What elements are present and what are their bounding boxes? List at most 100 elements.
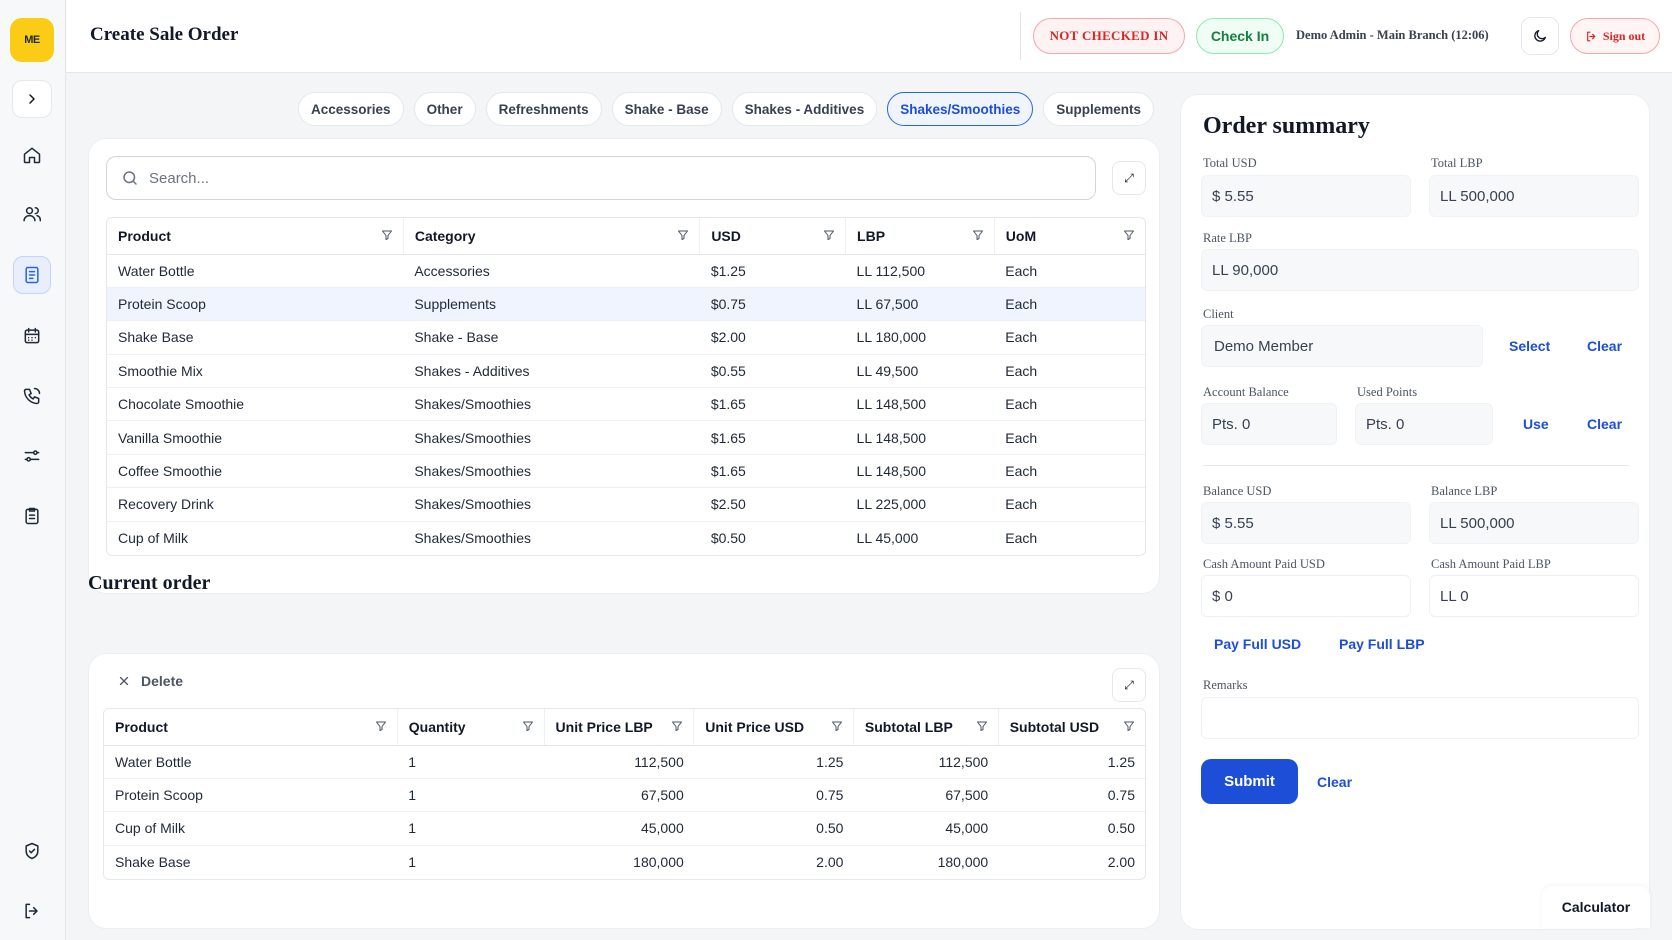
- filter-icon[interactable]: [522, 720, 534, 732]
- sidebar: ME: [0, 0, 66, 940]
- used-points-field[interactable]: Pts. 0: [1355, 403, 1493, 445]
- table-row[interactable]: Shake Base 1 180,000 2.00 180,000 2.00: [104, 845, 1145, 878]
- column-header[interactable]: Unit Price LBP: [544, 709, 695, 746]
- sign-out-button[interactable]: Sign out: [1570, 18, 1660, 54]
- nav-reports[interactable]: [13, 497, 51, 535]
- expand-sidebar-button[interactable]: [12, 80, 52, 118]
- users-icon: [23, 207, 42, 222]
- logout-icon: [25, 903, 38, 919]
- table-row[interactable]: Chocolate Smoothie Shakes/Smoothies $1.65 L…: [107, 387, 1145, 422]
- filter-icon[interactable]: [831, 720, 843, 732]
- table-row[interactable]: Coffee Smoothie Shakes/Smoothies $1.65 LL 1…: [107, 454, 1145, 489]
- tab-supplements[interactable]: Supplements: [1043, 92, 1155, 126]
- column-header[interactable]: Product: [107, 218, 404, 255]
- clear-form-button[interactable]: Clear: [1317, 774, 1353, 790]
- table-cell: Shakes/Smoothies: [403, 454, 700, 489]
- cash-usd-input[interactable]: $ 0: [1201, 575, 1411, 617]
- table-row[interactable]: Smoothie Mix Shakes - Additives $0.55 LL 49…: [107, 354, 1145, 389]
- table-cell: Each: [994, 420, 1145, 455]
- cash-lbp-input[interactable]: LL 0: [1429, 575, 1639, 617]
- table-row[interactable]: Protein Scoop Supplements $0.75 LL 67,500 Ea…: [107, 287, 1145, 322]
- filter-icon[interactable]: [677, 229, 689, 241]
- expand-order-button[interactable]: ⤢: [1112, 668, 1146, 702]
- table-row[interactable]: Shake Base Shake - Base $2.00 LL 180,000 Eac…: [107, 320, 1145, 355]
- table-cell: Vanilla Smoothie: [107, 420, 404, 455]
- filter-icon[interactable]: [823, 229, 835, 241]
- table-cell: 2.00: [816, 854, 844, 871]
- table-row[interactable]: Water Bottle 1 112,500 1.25 112,500 1.25: [104, 745, 1145, 779]
- column-header[interactable]: USD: [699, 218, 847, 255]
- table-row[interactable]: Cup of Milk 1 45,000 0.50 45,000 0.50: [104, 811, 1145, 846]
- column-header[interactable]: Unit Price USD: [693, 709, 854, 746]
- products-table: Product Category USD LBP UoM Water Bottle Acc…: [106, 217, 1146, 556]
- tab-refreshments[interactable]: Refreshments: [485, 92, 602, 126]
- column-header[interactable]: LBP: [845, 218, 995, 255]
- search-icon: [123, 171, 137, 185]
- nav-orders[interactable]: [13, 256, 51, 294]
- balance-usd-label: Balance USD: [1203, 484, 1272, 498]
- column-header[interactable]: Product: [104, 709, 398, 746]
- cash-usd-label: Cash Amount Paid USD: [1203, 557, 1325, 571]
- table-cell: Water Bottle: [107, 254, 404, 288]
- table-row[interactable]: Water Bottle Accessories $1.25 LL 112,500 Ea…: [107, 254, 1145, 288]
- tab-shake-base[interactable]: Shake - Base: [611, 92, 722, 126]
- filter-icon[interactable]: [976, 720, 988, 732]
- table-cell: Protein Scoop: [107, 287, 404, 322]
- table-cell: LL 148,500: [845, 387, 995, 422]
- table-cell: $1.65: [699, 420, 846, 455]
- check-in-button[interactable]: Check In: [1196, 18, 1284, 54]
- delete-button[interactable]: Delete: [117, 673, 183, 689]
- pay-full-lbp-button[interactable]: Pay Full LBP: [1339, 636, 1425, 652]
- filter-icon[interactable]: [1123, 229, 1135, 241]
- table-cell: 0.75: [998, 778, 1145, 813]
- tab-accessories[interactable]: Accessories: [298, 92, 404, 126]
- expand-products-button[interactable]: ⤢: [1112, 161, 1146, 195]
- app-logo[interactable]: ME: [10, 18, 54, 62]
- nav-security[interactable]: [13, 832, 51, 870]
- clear-points-button[interactable]: Clear: [1587, 416, 1623, 432]
- table-row[interactable]: Vanilla Smoothie Shakes/Smoothies $1.65 LL …: [107, 420, 1145, 455]
- filter-icon[interactable]: [972, 229, 984, 241]
- nav-settings[interactable]: [13, 437, 51, 475]
- expand-icon: ⤢: [1124, 677, 1134, 692]
- table-row[interactable]: Recovery Drink Shakes/Smoothies $2.50 LL 22…: [107, 487, 1145, 522]
- calculator-button[interactable]: Calculator: [1542, 886, 1650, 928]
- remarks-input[interactable]: [1201, 697, 1639, 739]
- column-header[interactable]: Subtotal USD: [998, 709, 1145, 746]
- nav-home[interactable]: [13, 136, 51, 174]
- use-points-button[interactable]: Use: [1523, 416, 1549, 432]
- nav-logout[interactable]: [13, 892, 51, 930]
- table-cell: 180,000: [937, 854, 989, 871]
- nav-phone[interactable]: [13, 377, 51, 415]
- theme-toggle-button[interactable]: [1521, 17, 1559, 55]
- submit-button[interactable]: Submit: [1201, 759, 1298, 804]
- nav-users[interactable]: [13, 195, 51, 233]
- filter-icon[interactable]: [671, 720, 683, 732]
- column-header[interactable]: Category: [403, 218, 701, 255]
- search-input[interactable]: Search...: [106, 156, 1096, 200]
- client-field[interactable]: Demo Member: [1201, 325, 1483, 367]
- table-cell: Each: [994, 454, 1145, 489]
- column-header[interactable]: Subtotal LBP: [853, 709, 999, 746]
- clear-client-button[interactable]: Clear: [1587, 338, 1623, 354]
- nav-calendar[interactable]: [13, 317, 51, 355]
- pay-full-usd-button[interactable]: Pay Full USD: [1214, 636, 1302, 652]
- tab-other[interactable]: Other: [413, 92, 476, 126]
- table-cell: 1: [397, 745, 545, 779]
- table-row[interactable]: Protein Scoop 1 67,500 0.75 67,500 0.75: [104, 778, 1145, 813]
- column-header[interactable]: Quantity: [397, 709, 545, 746]
- tab-shakes-additives[interactable]: Shakes - Additives: [731, 92, 878, 126]
- filter-icon[interactable]: [381, 229, 393, 241]
- table-row[interactable]: Cup of Milk Shakes/Smoothies $0.50 LL 45,00…: [107, 521, 1145, 554]
- filter-icon[interactable]: [1123, 720, 1135, 732]
- remarks-label: Remarks: [1203, 678, 1248, 692]
- account-balance-field: Pts. 0: [1201, 403, 1337, 445]
- filter-icon[interactable]: [375, 720, 387, 732]
- top-header: Create Sale Order NOT CHECKED IN Check I…: [66, 0, 1672, 73]
- cash-lbp-label: Cash Amount Paid LBP: [1431, 557, 1551, 571]
- select-client-button[interactable]: Select: [1509, 338, 1551, 354]
- rate-lbp-field: LL 90,000: [1201, 249, 1639, 291]
- table-cell: $2.00: [699, 320, 846, 355]
- column-header[interactable]: UoM: [994, 218, 1145, 255]
- tab-shakes-smoothies[interactable]: Shakes/Smoothies: [887, 92, 1034, 126]
